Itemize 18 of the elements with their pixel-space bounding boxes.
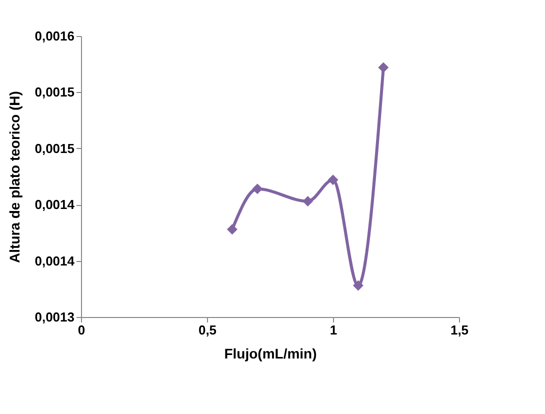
y-tick-label: 0,0015 xyxy=(34,140,74,156)
y-tick-label: 0,0014 xyxy=(34,197,76,212)
x-tick-label: 0,5 xyxy=(198,322,217,338)
y-tick-label: 0,0016 xyxy=(34,28,74,44)
y-tick-label: 0,0013 xyxy=(34,310,74,324)
x-tick-label: 1,5 xyxy=(450,322,469,338)
y-tick-label: 0,0014 xyxy=(34,253,76,268)
x-tick-label: 1 xyxy=(330,322,338,338)
point xyxy=(252,184,263,194)
point xyxy=(226,224,238,235)
x-tick-label: 0 xyxy=(78,322,86,338)
point xyxy=(352,280,364,291)
y-tick-label: 0,0015 xyxy=(34,84,74,100)
y-axis-title: Altura de plato teorico (H) xyxy=(6,91,23,263)
point xyxy=(378,62,389,73)
point xyxy=(302,196,314,206)
x-axis-title: Flujo(mL/min) xyxy=(224,346,317,362)
point xyxy=(328,174,338,186)
